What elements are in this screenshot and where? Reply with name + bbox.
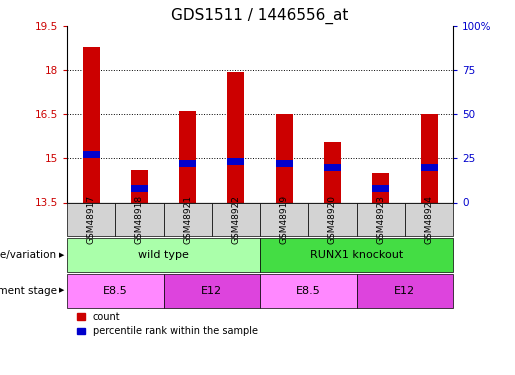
Bar [276, 114, 293, 202]
Text: E8.5: E8.5 [103, 286, 128, 296]
Text: E12: E12 [201, 286, 222, 296]
Text: GSM48923: GSM48923 [376, 195, 385, 244]
Bar [324, 164, 341, 171]
Legend: count, percentile rank within the sample: count, percentile rank within the sample [77, 312, 258, 336]
Bar [131, 185, 148, 192]
Bar [179, 160, 196, 167]
Bar [372, 173, 389, 202]
Bar [324, 142, 341, 202]
Bar [82, 152, 99, 158]
Bar [421, 114, 438, 202]
Bar [228, 158, 245, 165]
Bar [276, 160, 293, 167]
Text: ▶: ▶ [59, 288, 64, 294]
Text: genotype/variation: genotype/variation [0, 250, 57, 260]
Text: E12: E12 [394, 286, 416, 296]
Title: GDS1511 / 1446556_at: GDS1511 / 1446556_at [171, 7, 349, 24]
Bar [421, 164, 438, 171]
Text: GSM48918: GSM48918 [135, 195, 144, 244]
Text: development stage: development stage [0, 286, 57, 296]
Text: GSM48917: GSM48917 [87, 195, 96, 244]
Bar [82, 47, 99, 202]
Bar [179, 111, 196, 202]
Text: GSM48919: GSM48919 [280, 195, 289, 244]
Bar [131, 170, 148, 202]
Bar [372, 185, 389, 192]
Bar [228, 72, 245, 202]
Text: RUNX1 knockout: RUNX1 knockout [310, 250, 403, 260]
Text: GSM48921: GSM48921 [183, 195, 192, 244]
Text: GSM48920: GSM48920 [328, 195, 337, 244]
Text: GSM48922: GSM48922 [231, 195, 241, 244]
Text: wild type: wild type [138, 250, 189, 260]
Text: ▶: ▶ [59, 252, 64, 258]
Text: E8.5: E8.5 [296, 286, 321, 296]
Text: GSM48924: GSM48924 [424, 195, 434, 244]
